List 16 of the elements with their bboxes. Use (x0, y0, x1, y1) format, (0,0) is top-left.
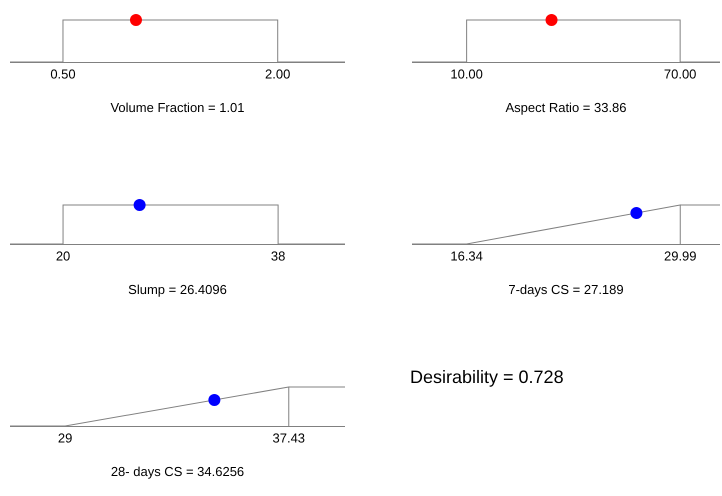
x-tick-label: 2.00 (265, 66, 290, 82)
x-tick-label: 37.43 (272, 430, 306, 446)
x-axis-title: Slump = 26.4096 (128, 282, 227, 298)
x-tick-label: 38 (270, 248, 286, 264)
x-tick-label: 0.50 (50, 66, 76, 82)
x-tick-label: 70.00 (664, 66, 696, 82)
x-axis-title: Volume Fraction = 1.01 (110, 100, 245, 116)
x-axis-title: 28- days CS = 34.6256 (110, 464, 244, 480)
x-axis-title: Aspect Ratio = 33.86 (505, 100, 627, 116)
x-tick-label: 29.99 (664, 248, 697, 264)
x-axis-title: 7-days CS = 27.189 (508, 282, 624, 298)
x-tick-label: 16.34 (450, 248, 483, 264)
x-tick-label: 10.00 (450, 66, 483, 82)
x-tick-label: 29 (58, 430, 72, 446)
x-tick-label: 20 (56, 248, 70, 264)
text: Desirability = 0.728 (410, 367, 564, 387)
